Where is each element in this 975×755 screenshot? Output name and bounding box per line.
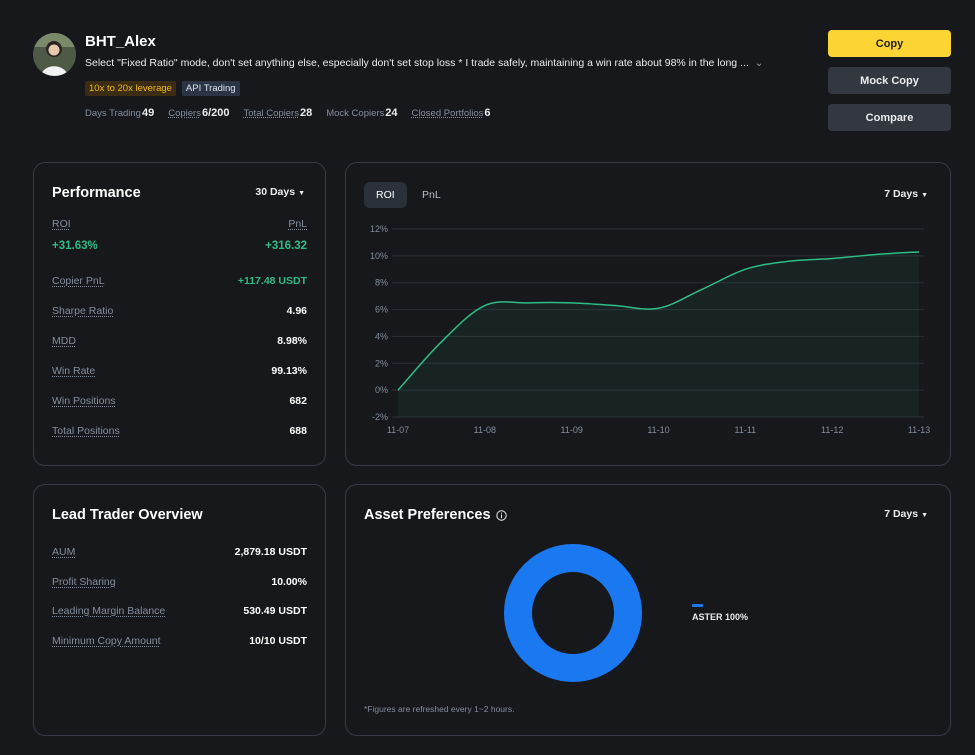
legend-aster: ASTER 100%: [692, 612, 749, 622]
roi-chart-card: ROI PnL 7 Days ▼ 12% 10% 8% 6% 4% 2% 0% -2% 11-07…: [345, 162, 951, 466]
mdd-label: MDD: [52, 335, 76, 347]
donut-slice-aster: [504, 544, 642, 682]
caret-down-icon: ▼: [921, 192, 928, 199]
sharpe-ratio-label: Sharpe Ratio: [52, 305, 114, 317]
tag-list: 10x to 20x leverage API Trading: [85, 81, 240, 96]
caret-down-icon: ▼: [921, 512, 928, 519]
y-tick-label: 2%: [375, 358, 388, 368]
x-tick-label: 11-09: [560, 425, 582, 435]
lead-trader-overview-card: Lead Trader Overview AUM 2,879.18 USDT P…: [33, 484, 326, 736]
asset-preferences-title: Asset Preferences: [364, 507, 507, 523]
y-tick-label: 10%: [370, 251, 388, 261]
asset-donut-chart: [504, 544, 642, 682]
refresh-note: *Figures are refreshed every 1~2 hours.: [364, 704, 515, 714]
y-tick-label: 8%: [375, 278, 388, 288]
y-tick-label: -2%: [372, 412, 388, 422]
tab-pnl[interactable]: PnL: [422, 189, 441, 201]
roi-series-line: [397, 251, 920, 391]
win-positions-value: 682: [289, 395, 307, 407]
tab-roi[interactable]: ROI: [364, 182, 407, 208]
legend-swatch: [692, 604, 703, 607]
roi-area: [398, 251, 919, 417]
pnl-value: +316.32: [265, 240, 307, 252]
asset-period-dropdown[interactable]: 7 Days ▼: [884, 508, 928, 520]
leverage-tag: 10x to 20x leverage: [85, 81, 176, 96]
aum-value: 2,879.18 USDT: [234, 546, 307, 558]
bio-text: Select "Fixed Ratio" mode, don't set any…: [85, 57, 749, 69]
x-tick-label: 11-10: [647, 425, 669, 435]
aum-label: AUM: [52, 546, 76, 558]
compare-button[interactable]: Compare: [828, 104, 951, 131]
trader-name: BHT_Alex: [85, 33, 156, 50]
stats-row: Days Trading49 Copiers6/200 Total Copier…: [85, 107, 490, 119]
total-positions-value: 688: [289, 425, 307, 437]
win-positions-label: Win Positions: [52, 395, 116, 407]
x-tick-label: 11-12: [821, 425, 843, 435]
performance-period-dropdown[interactable]: 30 Days ▼: [255, 186, 305, 198]
stat-closed-portfolios[interactable]: Closed Portfolios6: [411, 107, 491, 119]
win-rate-value: 99.13%: [271, 365, 307, 377]
y-tick-label: 6%: [375, 305, 388, 315]
y-tick-label: 12%: [370, 224, 388, 234]
y-tick-label: 4%: [375, 331, 388, 341]
performance-title: Performance: [52, 185, 141, 201]
info-icon[interactable]: [495, 509, 507, 521]
stat-days-trading: Days Trading49: [85, 107, 155, 119]
roi-value: +31.63%: [52, 240, 98, 252]
y-tick-label: 0%: [375, 385, 388, 395]
x-tick-label: 11-07: [387, 425, 409, 435]
leading-margin-label: Leading Margin Balance: [52, 605, 166, 617]
profit-sharing-value: 10.00%: [271, 576, 307, 588]
mock-copy-button[interactable]: Mock Copy: [828, 67, 951, 94]
min-copy-amount-label: Minimum Copy Amount: [52, 635, 161, 647]
stat-mock-copiers: Mock Copiers24: [326, 107, 398, 119]
copier-pnl-label: Copier PnL: [52, 275, 105, 287]
stat-copiers[interactable]: Copiers6/200: [168, 107, 230, 119]
mdd-value: 8.98%: [277, 335, 307, 347]
overview-title: Lead Trader Overview: [52, 507, 203, 523]
x-tick-label: 11-08: [474, 425, 496, 435]
stat-total-copiers[interactable]: Total Copiers28: [243, 107, 313, 119]
sharpe-ratio-value: 4.96: [286, 305, 307, 317]
avatar-image: [33, 33, 76, 76]
win-rate-label: Win Rate: [52, 365, 96, 377]
pnl-label: PnL: [288, 218, 307, 230]
copy-button[interactable]: Copy: [828, 30, 951, 57]
total-positions-label: Total Positions: [52, 425, 120, 437]
api-trading-tag: API Trading: [181, 81, 240, 96]
leading-margin-value: 530.49 USDT: [243, 605, 307, 617]
avatar[interactable]: [33, 33, 76, 76]
chevron-down-icon[interactable]: ⌄: [754, 57, 764, 69]
chart-period-dropdown[interactable]: 7 Days ▼: [884, 188, 928, 200]
x-tick-label: 11-11: [734, 425, 756, 435]
min-copy-amount-value: 10/10 USDT: [249, 635, 307, 647]
asset-preferences-card: Asset Preferences 7 Days ▼ ASTER 100% *Fi…: [345, 484, 951, 736]
roi-label: ROI: [52, 218, 71, 230]
trader-bio[interactable]: Select "Fixed Ratio" mode, don't set any…: [85, 57, 763, 69]
roi-line-chart: 12% 10% 8% 6% 4% 2% 0% -2% 11-07 11-08 11-09 11-10 1…: [370, 224, 930, 435]
performance-card: Performance 30 Days ▼ ROI PnL +31.63% +31…: [33, 162, 326, 466]
x-tick-label: 11-13: [908, 425, 930, 435]
copier-pnl-value: +117.48 USDT: [237, 275, 307, 287]
caret-down-icon: ▼: [298, 190, 305, 197]
profit-sharing-label: Profit Sharing: [52, 576, 116, 588]
